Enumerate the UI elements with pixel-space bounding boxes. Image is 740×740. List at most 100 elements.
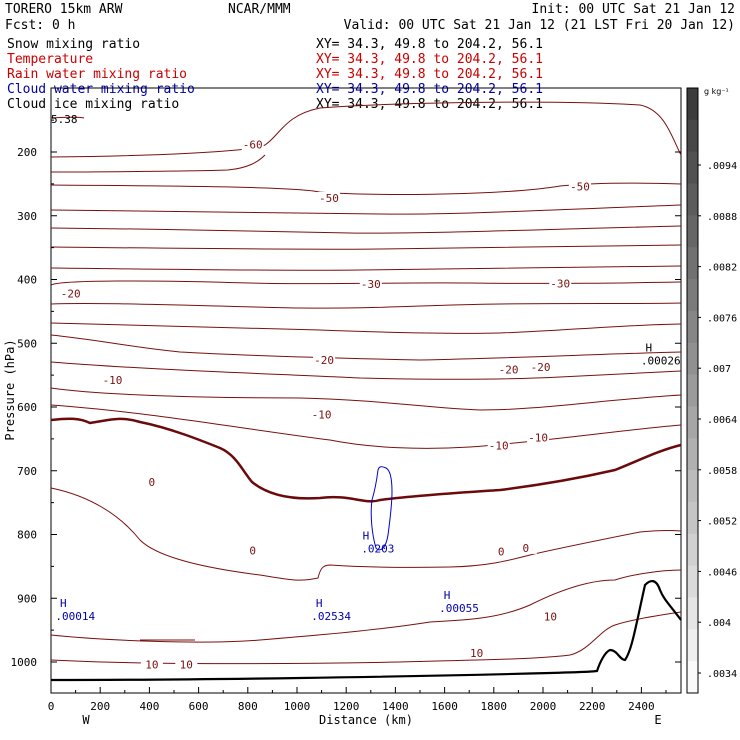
colorbar-segment [687, 597, 698, 630]
colorbar-tick-label: .0076 [707, 313, 737, 324]
y-tick-label: 900 [17, 592, 37, 605]
contour-label: -20 [314, 354, 334, 367]
contour-label: 0 [249, 544, 256, 557]
temperature-contours [50, 101, 682, 665]
y-tick-label: 800 [17, 529, 37, 542]
colorbar-tick-label: .0058 [707, 466, 737, 477]
contour-label: -10 [312, 409, 332, 422]
contour-label: 10 [180, 659, 193, 672]
contour-label: -50 [319, 192, 339, 205]
contour-label-bg [140, 476, 163, 489]
colorbar-segment [687, 374, 698, 407]
x-tick-label: 1600 [431, 700, 458, 713]
contour-label: 10 [544, 611, 557, 624]
legend-name-snow: Snow mixing ratio [7, 37, 140, 52]
colorbar-segment [687, 183, 698, 216]
isotherm-minus5 [50, 387, 682, 411]
contour-label-bg [140, 658, 163, 671]
contour-label-bg [59, 287, 82, 300]
legend-xy-temperature: XY= 34.3, 49.8 to 204.2, 56.1 [316, 52, 543, 67]
header: TORERO 15km ARW NCAR/MMM Init: 00 UTC Sa… [5, 2, 735, 33]
isotherm-minus35 [50, 244, 682, 250]
isotherm-5 [50, 487, 682, 581]
isotherm-minus40-b [50, 225, 682, 234]
colorbar-unit: g kg⁻¹ [704, 87, 729, 96]
contour-label-bg [529, 360, 552, 373]
x-tick-label: 200 [90, 700, 110, 713]
colorbar: .0094 .0088 .0082 .0076 .007 .0064 .0058 .0052.… [686, 87, 737, 694]
colorbar-tick-label: .0094 [707, 161, 737, 172]
isotherm-15 [50, 611, 682, 665]
plot-frame [50, 87, 682, 694]
colorbar-segment [687, 88, 698, 121]
colorbar-tick-label: .0046 [707, 567, 737, 578]
colorbar-tick-label: .007 [707, 364, 731, 375]
contour-label: 0 [498, 546, 505, 559]
contour-label-bg [101, 374, 124, 387]
terrain-surface [50, 580, 682, 682]
forecast-hour: Fcst: 0 h [5, 18, 75, 33]
contour-label: 0 [149, 476, 156, 489]
colorbar-frame [686, 87, 699, 694]
colorbar-segment [687, 533, 698, 567]
legend-name-cloud-water: Cloud water mixing ratio [7, 82, 195, 97]
extremum-value: .00055 [439, 602, 479, 615]
isotherm-minus5-b [50, 404, 682, 449]
colorbar-segment [687, 310, 698, 344]
legend-xy-cloud-ice: XY= 34.3, 49.8 to 204.2, 56.1 [316, 97, 543, 112]
colorbar-segment [687, 501, 698, 535]
center-title: NCAR/MMM [228, 2, 291, 17]
x-tick-label: 400 [139, 700, 159, 713]
contour-label-bg [175, 658, 198, 671]
colorbar-segment [687, 406, 698, 439]
contour-label-bg [527, 431, 550, 444]
x-tick-label: 2200 [579, 700, 606, 713]
y-tick-label: 300 [17, 210, 37, 223]
isotherm-10 [50, 569, 682, 643]
legend-name-temperature: Temperature [7, 52, 93, 67]
colorbar-tick-label: .0052 [707, 517, 737, 528]
x-tick-label: 2000 [530, 700, 557, 713]
x-axis-label: Distance (km) [319, 713, 413, 727]
y-tick-label: 200 [17, 146, 37, 159]
field-legend: Snow mixing ratio XY= 34.3, 49.8 to 204.… [7, 37, 543, 112]
contour-label-bg [487, 439, 510, 452]
contour-label: -30 [361, 278, 381, 291]
y-tick-label: 700 [17, 465, 37, 478]
colorbar-segment [687, 247, 698, 280]
x-tick-label: 2400 [628, 700, 655, 713]
x-axis-west-label: W [82, 713, 90, 727]
contour-label-bg [241, 138, 264, 151]
extremum-value: .02534 [311, 610, 351, 623]
extremum-h-label: H [363, 530, 370, 543]
isotherm-minus25 [50, 302, 682, 309]
isotherm-minus15 [50, 334, 682, 361]
legend-xy-snow: XY= 34.3, 49.8 to 204.2, 56.1 [316, 37, 543, 52]
contour-label-bg [310, 408, 333, 421]
isotherm-minus50 [50, 182, 682, 195]
x-tick-label: 600 [189, 700, 209, 713]
isotherm-minus30-a [50, 265, 682, 271]
contour-label: -30 [550, 277, 570, 290]
colorbar-segment [687, 470, 698, 503]
x-tick-label: 1800 [481, 700, 508, 713]
contour-label: -10 [103, 374, 123, 387]
contour-label: -60 [243, 138, 263, 151]
contour-label-bg [514, 541, 537, 554]
x-tick-label: 1000 [284, 700, 311, 713]
colorbar-tick-label: .0034 [707, 669, 737, 680]
colorbar-segment [687, 438, 698, 471]
x-tick-label: 1200 [333, 700, 360, 713]
colorbar-tick-label: .004 [707, 618, 731, 629]
contour-label-bg [359, 277, 382, 290]
colorbar-segment [687, 629, 698, 662]
x-axis-east-label: E [654, 713, 661, 727]
extremum-value: .0203 [361, 543, 394, 556]
contour-label: -10 [528, 432, 548, 445]
x-tick-label: 0 [48, 700, 55, 713]
valid-time: Valid: 00 UTC Sat 21 Jan 12 (21 LST Fri … [344, 18, 735, 33]
contour-label-bg [568, 180, 591, 193]
contour-label: -10 [489, 439, 509, 452]
legend-name-rain: Rain water mixing ratio [7, 67, 187, 82]
